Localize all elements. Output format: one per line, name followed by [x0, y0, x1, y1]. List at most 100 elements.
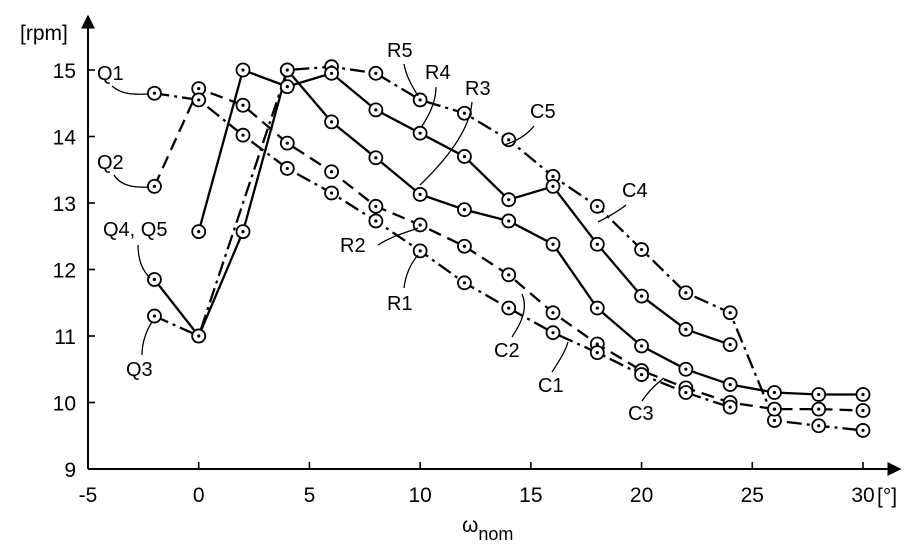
- point-center-c5-4: [329, 191, 334, 195]
- series-line-c1: [153, 65, 864, 432]
- point-center-c5-9: [551, 331, 555, 335]
- point-center-c5-10: [595, 351, 599, 355]
- y-tick-label-6: 15: [53, 60, 76, 83]
- point-center-c4-5: [418, 131, 422, 135]
- point-center-c3-9: [551, 242, 555, 246]
- point-center-c4-8: [551, 184, 555, 188]
- point-center-c1-11: [684, 291, 688, 295]
- leader-q1: [111, 85, 149, 95]
- x-tick-label-2: 5: [304, 484, 316, 507]
- point-center-c1-5: [418, 98, 422, 102]
- x-axis-label: ωnom: [462, 514, 513, 544]
- leader-c4: [597, 204, 627, 223]
- annotations-layer: Q1 Q2 Q4, Q5 Q3 R5 R4 R3 R2 R1 C5 C4 C2 …: [97, 40, 665, 425]
- y-tick-label-5: 14: [53, 127, 77, 150]
- series-c3: [147, 62, 871, 402]
- point-center-c2-9: [551, 311, 555, 315]
- point-center-c1-7: [507, 138, 511, 142]
- point-center-c2-10: [595, 342, 599, 346]
- y-tick-label-0: 9: [64, 459, 76, 482]
- leader-c1: [551, 341, 569, 373]
- point-center-c3-10: [595, 306, 599, 310]
- series-line-c5: [154, 92, 731, 409]
- point-center-c1-12: [728, 311, 732, 315]
- leader-r5: [403, 63, 419, 97]
- point-center-c5-7: [462, 281, 467, 285]
- point-center-c3-16: [861, 392, 865, 397]
- point-center-c4-1: [241, 68, 245, 72]
- point-center-c1-8: [551, 174, 555, 178]
- annotation-r4: R4: [425, 62, 451, 84]
- point-center-c3-14: [772, 390, 777, 395]
- leader-c2: [511, 293, 526, 338]
- y-axis-label: [rpm]: [20, 22, 68, 45]
- point-center-c4-0: [197, 229, 201, 234]
- x-tick-label-7: 30: [851, 484, 874, 507]
- point-center-c2-15: [817, 407, 821, 411]
- point-center-c2-8: [507, 273, 511, 277]
- point-center-c4-3: [329, 71, 334, 75]
- leader-q3: [141, 321, 153, 356]
- series-c2: [147, 81, 871, 418]
- point-center-c5-12: [684, 390, 688, 395]
- x-tick-label-1: 0: [193, 484, 205, 507]
- point-center-c3-13: [728, 382, 732, 387]
- point-center-c2-7: [462, 244, 467, 248]
- annotation-r2: R2: [340, 235, 366, 257]
- point-center-c1-9: [595, 204, 599, 208]
- y-tick-label-1: 10: [53, 393, 76, 416]
- leader-c5: [503, 125, 535, 146]
- leader-q4-q5: [137, 244, 151, 279]
- annotation-c3: C3: [628, 403, 654, 425]
- point-center-c5-5: [374, 219, 378, 223]
- point-center-c5-0: [152, 91, 157, 95]
- leader-r3: [419, 101, 473, 186]
- x-unit-label: [°]: [877, 485, 897, 508]
- point-center-c2-5: [374, 204, 378, 208]
- point-center-c4-4: [374, 108, 378, 112]
- point-center-c2-4: [329, 170, 334, 174]
- point-center-c5-2: [241, 133, 245, 137]
- point-center-c4-10: [639, 294, 644, 298]
- point-center-c2-0: [152, 184, 157, 188]
- point-center-c3-1: [197, 334, 201, 338]
- x-tick-label-3: 10: [408, 484, 431, 507]
- point-center-c3-7: [462, 208, 467, 212]
- point-center-c4-11: [684, 327, 688, 331]
- point-center-c3-11: [639, 344, 644, 348]
- x-axis-label-main: ω: [462, 514, 478, 537]
- point-center-c3-4: [329, 120, 334, 124]
- point-center-c5-8: [507, 306, 511, 310]
- annotation-c5: C5: [530, 101, 556, 123]
- annotation-q4-q5: Q4, Q5: [103, 219, 167, 241]
- point-center-c5-3: [285, 166, 289, 171]
- point-center-c2-3: [285, 141, 289, 145]
- series-layer: [147, 59, 871, 438]
- point-center-c3-15: [817, 392, 821, 397]
- leader-c3: [641, 377, 665, 402]
- point-center-c3-2: [241, 229, 245, 234]
- annotation-r1: R1: [387, 293, 413, 315]
- annotation-c1: C1: [538, 375, 564, 397]
- point-center-c3-5: [374, 156, 378, 160]
- point-center-c4-6: [462, 154, 467, 159]
- point-center-c3-0: [152, 277, 157, 282]
- point-center-c2-16: [861, 408, 865, 413]
- ticks-layer: -5 0 5 10 15 20 25 30 9 10 11 12 13 14 15: [53, 60, 875, 507]
- point-center-c3-3: [285, 68, 289, 72]
- point-center-c5-11: [639, 372, 644, 377]
- annotation-q3: Q3: [126, 359, 153, 381]
- point-center-c1-13: [772, 418, 777, 423]
- point-center-c2-1: [197, 87, 201, 91]
- point-center-c3-8: [507, 219, 511, 223]
- annotation-r5: R5: [387, 40, 413, 62]
- series-c4: [191, 62, 738, 353]
- point-center-c1-0: [152, 314, 157, 318]
- leader-r2: [377, 227, 419, 246]
- x-tick-label-0: -5: [79, 484, 98, 507]
- annotation-q2: Q2: [97, 152, 124, 174]
- point-center-c4-7: [507, 198, 511, 202]
- y-tick-label-4: 13: [53, 193, 76, 216]
- y-tick-label-2: 11: [54, 326, 76, 349]
